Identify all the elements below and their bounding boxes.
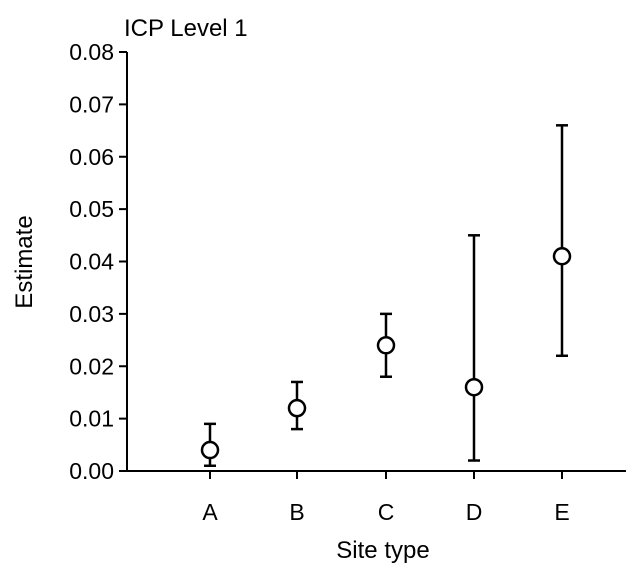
data-point-group: [464, 234, 484, 462]
y-tick-label: 0.03: [69, 301, 114, 327]
data-point: [376, 336, 396, 355]
y-tick-label: 0.07: [69, 91, 114, 117]
data-point-group: [552, 124, 572, 358]
y-tick-label: 0.00: [69, 458, 114, 484]
x-tick-label: D: [466, 499, 483, 525]
data-point: [464, 377, 484, 397]
x-axis-title: Site type: [336, 537, 429, 564]
y-tick-label: 0.04: [69, 249, 114, 275]
y-tick-label: 0.06: [69, 144, 114, 170]
data-point-group: [287, 380, 307, 431]
axes: 0.00 0.01 0.02 0.03 0.04 0.05 0.06 0.07 0.08 A B C D…: [69, 39, 626, 525]
data-point: [287, 398, 307, 418]
plot-marks: [200, 124, 572, 468]
y-tick-label: 0.05: [69, 196, 114, 222]
data-point: [200, 440, 220, 460]
y-tick-label: 0.08: [69, 39, 114, 65]
x-tick-label: E: [554, 499, 569, 525]
y-axis-title: Estimate: [11, 215, 38, 308]
y-tick-label: 0.01: [69, 406, 114, 432]
x-tick-label: C: [378, 499, 395, 525]
chart-title: ICP Level 1: [124, 15, 248, 42]
data-point-group: [200, 422, 220, 468]
data-point-group: [376, 312, 396, 378]
x-tick-label: B: [289, 499, 304, 525]
x-tick-label: A: [202, 499, 218, 525]
data-point: [552, 247, 572, 266]
y-tick-label: 0.02: [69, 353, 114, 379]
